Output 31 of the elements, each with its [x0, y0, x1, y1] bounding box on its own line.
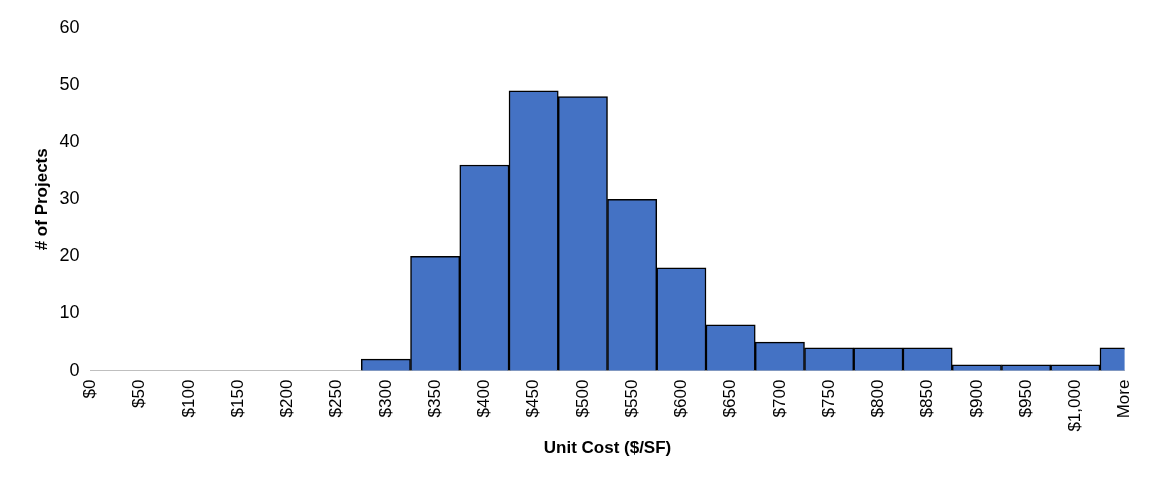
x-tick-label: $300 [375, 379, 395, 418]
x-tick-label: $400 [474, 379, 494, 418]
x-tick-label: $900 [966, 379, 986, 418]
x-tick-label: $650 [720, 379, 740, 418]
y-tick-label: 60 [59, 16, 80, 37]
y-tick-label: 40 [59, 131, 80, 152]
x-tick-label: $0 [80, 379, 100, 399]
y-axis-title: # of Projects [31, 148, 51, 251]
y-tick-label: 30 [59, 188, 80, 209]
x-tick-label: $550 [621, 379, 641, 418]
y-tick-label: 50 [59, 74, 80, 95]
x-tick-label: $250 [326, 379, 346, 418]
x-tick-label: $850 [917, 379, 937, 418]
x-tick-label: $500 [572, 379, 592, 418]
x-tick-label: $750 [818, 379, 838, 418]
x-tick-label: $800 [868, 379, 888, 418]
x-tick-label: $600 [671, 379, 691, 418]
x-tick-label: $200 [277, 379, 297, 418]
x-tick-label: $50 [129, 379, 149, 408]
x-tick-label: $350 [424, 379, 444, 418]
y-tick-label: 0 [69, 359, 80, 380]
x-tick-label: $100 [178, 379, 198, 418]
y-tick-label: 10 [59, 302, 80, 323]
x-axis-title: Unit Cost ($/SF) [543, 438, 672, 458]
x-tick-label: More [1114, 379, 1134, 419]
y-tick-label: 20 [59, 245, 80, 266]
x-tick-label: $1,000 [1065, 379, 1085, 432]
x-tick-label: $950 [1015, 379, 1035, 418]
x-tick-label: $450 [523, 379, 543, 418]
x-tick-label: $150 [227, 379, 247, 418]
x-tick-label: $700 [769, 379, 789, 418]
